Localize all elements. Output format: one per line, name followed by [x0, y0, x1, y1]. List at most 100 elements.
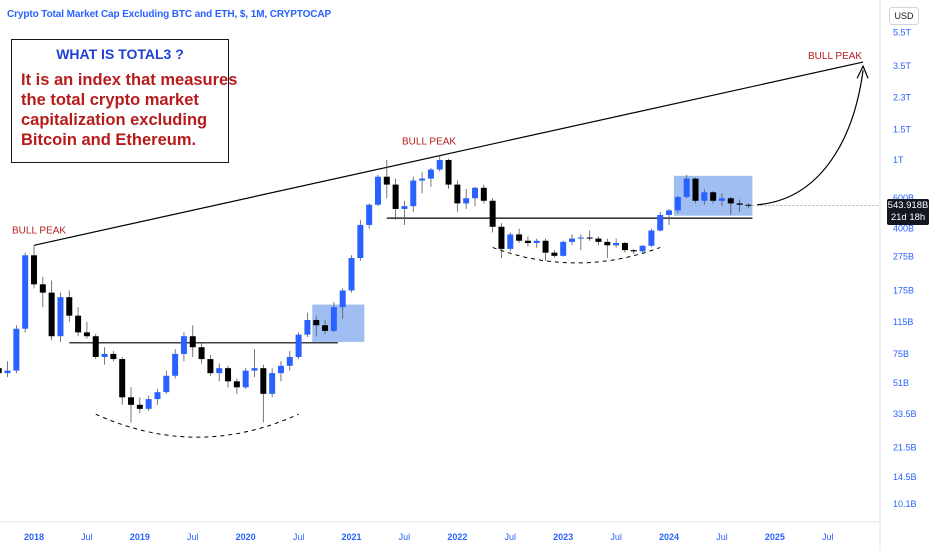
x-tick-label: Jul	[610, 532, 622, 542]
x-tick-label: Jul	[293, 532, 305, 542]
candle-down	[727, 198, 734, 204]
candle-down	[110, 353, 117, 360]
candle-up	[507, 234, 514, 249]
y-tick-label: 2.3T	[893, 93, 912, 103]
candle-down	[736, 203, 743, 205]
candle-down	[692, 178, 699, 201]
x-tick-label: Jul	[187, 532, 199, 542]
x-tick-label: Jul	[81, 532, 93, 542]
x-tick-label: Jul	[822, 532, 834, 542]
candle-down	[322, 325, 329, 331]
y-tick-label: 10.1B	[893, 499, 917, 509]
y-tick-label: 1T	[893, 155, 904, 165]
candle-up	[366, 204, 373, 225]
candle-down	[630, 250, 637, 252]
candle-up	[304, 319, 311, 335]
candle-down	[136, 404, 143, 409]
x-tick-label: Jul	[399, 532, 411, 542]
candle-up	[295, 334, 302, 357]
candle-up	[101, 353, 108, 357]
candle-down	[586, 237, 593, 239]
candle-up	[4, 370, 11, 374]
candle-down	[225, 368, 232, 382]
x-tick-label: 2022	[447, 532, 467, 542]
candle-down	[198, 347, 205, 360]
x-tick-label: 2024	[659, 532, 679, 542]
annotation-line: capitalization excluding	[21, 111, 208, 129]
y-tick-label: 600B	[893, 193, 914, 203]
candle-up	[683, 178, 690, 198]
candle-countdown: 21d 18h	[890, 212, 926, 223]
candle-up	[57, 297, 64, 337]
candle-up	[427, 169, 434, 179]
candle-down	[480, 187, 487, 201]
y-tick-label: 115B	[893, 317, 913, 327]
candle-up	[701, 192, 708, 201]
x-tick-label: 2020	[236, 532, 256, 542]
last-price-marker: 543.918B 21d 18h	[887, 199, 929, 225]
candle-up	[463, 198, 470, 204]
candle-down	[260, 368, 267, 394]
annotation-box: WHAT IS TOTAL3 ? It is an index that mea…	[11, 39, 237, 163]
candle-up	[401, 206, 408, 209]
candle-down	[83, 332, 90, 337]
y-tick-label: 14.5B	[893, 472, 917, 482]
annotation-line: the total crypto market	[21, 91, 199, 109]
candle-up	[251, 368, 258, 371]
candle-up	[269, 373, 276, 394]
candle-down	[119, 359, 126, 398]
candle-up	[569, 238, 576, 242]
candle-up	[533, 240, 540, 243]
last-price-value: 543.918B	[887, 200, 929, 211]
base-curve	[492, 246, 661, 264]
candle-down	[621, 242, 628, 251]
annotation-text: It is an index that measures the total c…	[21, 70, 237, 150]
y-tick-label: 275B	[893, 252, 914, 262]
candle-down	[710, 192, 717, 201]
candle-up	[419, 178, 426, 181]
candle-down	[604, 241, 611, 246]
currency-button[interactable]: USD	[889, 7, 919, 25]
x-tick-label: 2021	[342, 532, 362, 542]
candle-up	[666, 210, 673, 215]
x-tick-label: 2025	[765, 532, 785, 542]
candle-down	[542, 240, 549, 253]
candle-up	[410, 180, 417, 207]
candle-up	[718, 198, 725, 201]
candle-up	[577, 237, 584, 239]
candle-up	[436, 160, 443, 170]
y-tick-label: 175B	[893, 285, 914, 295]
y-tick-label: 51B	[893, 378, 909, 388]
candle-up	[277, 365, 284, 374]
candle-down	[189, 336, 196, 348]
x-tick-label: Jul	[716, 532, 728, 542]
candle-up	[286, 356, 293, 366]
candle-up	[339, 290, 346, 308]
candle-up	[657, 214, 664, 231]
candle-down	[454, 184, 461, 204]
candle-down	[207, 359, 214, 374]
x-tick-label: 2018	[24, 532, 44, 542]
consolidation-zone	[312, 304, 365, 342]
candle-up	[674, 197, 681, 211]
candle-up	[357, 224, 364, 259]
candle-up	[648, 230, 655, 246]
candle-down	[0, 368, 2, 374]
candle-down	[383, 176, 390, 185]
projection-arrowhead	[856, 64, 869, 79]
candle-down	[31, 255, 37, 285]
candle-up	[163, 375, 170, 393]
candle-up	[13, 328, 20, 371]
candle-down	[128, 397, 135, 405]
candle-up	[348, 258, 355, 291]
bull-peak-label: BULL PEAK	[808, 51, 862, 62]
y-tick-label: 400B	[893, 224, 914, 234]
projection-arrow	[757, 70, 864, 206]
candle-down	[48, 292, 55, 337]
candle-down	[66, 297, 73, 316]
candle-up	[22, 255, 29, 329]
candle-up	[216, 368, 223, 374]
annotation-heading: WHAT IS TOTAL3 ?	[56, 46, 184, 62]
y-tick-label: 21.5B	[893, 442, 917, 452]
